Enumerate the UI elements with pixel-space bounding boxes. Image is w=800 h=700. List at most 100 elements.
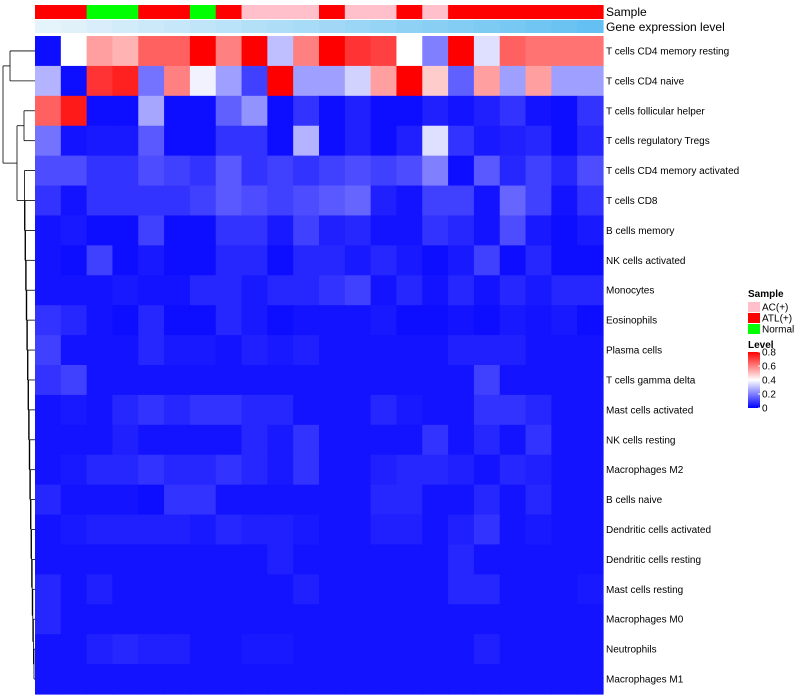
heatmap-cell (112, 394, 139, 426)
heatmap-cell (35, 185, 62, 217)
heatmap-cell (267, 335, 294, 366)
heatmap-cell (551, 185, 578, 217)
heatmap-cell (370, 394, 398, 426)
heatmap-cell (189, 125, 217, 157)
heatmap-cell (267, 215, 294, 246)
heatmap-cell (267, 604, 294, 635)
legend-sample-swatch (748, 302, 760, 312)
heatmap-cell (422, 215, 449, 246)
legend-level-tick-label: 0.2 (762, 390, 776, 401)
heatmap-cell (396, 574, 423, 605)
row-label: T cells follicular helper (606, 106, 705, 117)
heatmap-cell (473, 424, 501, 456)
heatmap-cell (189, 335, 217, 366)
heatmap-cell (370, 185, 398, 217)
heatmap-cell (241, 484, 268, 516)
heatmap-cell (215, 245, 243, 276)
heatmap-cell (551, 245, 578, 276)
annotation-cell-gene-level (241, 20, 268, 33)
heatmap-cell (396, 215, 423, 246)
heatmap-cell (60, 574, 88, 605)
heatmap-cell (577, 574, 604, 605)
heatmap-cell (293, 574, 320, 605)
heatmap-cell (267, 36, 294, 67)
annotation-cell-gene-level (370, 20, 398, 33)
legend-level-title: Level (748, 340, 774, 351)
heatmap-cell (138, 424, 165, 456)
annotation-cell-sample (525, 5, 552, 19)
heatmap-cell (577, 604, 604, 635)
heatmap-cell (344, 604, 372, 635)
heatmap-cell (577, 634, 604, 665)
heatmap-cell (60, 155, 88, 187)
heatmap-cell (86, 95, 114, 127)
legend: Sample AC(+)ATL(+)Normal Level 0.8 0.6 0.4… (748, 289, 794, 415)
heatmap-cell (577, 394, 604, 426)
row-label: NK cells activated (606, 256, 685, 267)
heatmap-cell (473, 275, 501, 306)
heatmap-cell (35, 424, 62, 456)
heatmap-cell (551, 155, 578, 187)
annotation-cell-sample (60, 5, 88, 19)
row-label: Macrophages M1 (606, 675, 684, 686)
heatmap-cell (319, 275, 346, 306)
heatmap-cell (112, 155, 139, 187)
annotation-cell-gene-level (189, 20, 217, 33)
heatmap-cell (189, 245, 217, 276)
heatmap-cell (60, 424, 88, 456)
heatmap-cell (138, 484, 165, 516)
heatmap-cell (499, 394, 527, 426)
row-label: Macrophages M0 (606, 615, 684, 626)
heatmap-cell (60, 275, 88, 306)
heatmap-cell (344, 95, 372, 127)
heatmap-cell (344, 664, 372, 695)
heatmap-cell (525, 245, 552, 276)
row-labels: T cells CD4 memory resting T cells CD4 na… (606, 46, 739, 685)
heatmap-cell (370, 65, 398, 97)
annotation-cell-gene-level (164, 20, 191, 33)
heatmap-cell (525, 185, 552, 217)
heatmap-cell (241, 514, 268, 546)
heatmap-cell (473, 95, 501, 127)
heatmap-cell (525, 275, 552, 306)
heatmap-cell (448, 544, 475, 575)
annotation-cell-sample (164, 5, 191, 19)
heatmap-cell (525, 394, 552, 426)
heatmap-cell (112, 36, 139, 67)
annotation-cell-gene-level (112, 20, 139, 33)
heatmap-cell (293, 155, 320, 187)
heatmap-cell (577, 544, 604, 575)
row-label: Dendritic cells activated (606, 525, 711, 536)
heatmap-cell (422, 664, 449, 695)
heatmap-cell (138, 215, 165, 246)
heatmap-cell (422, 394, 449, 426)
heatmap-cell (164, 634, 191, 665)
legend-level-ticks: 0.8 0.6 0.4 0.2 0 (758, 348, 776, 415)
annotation-cell-gene-level (60, 20, 88, 33)
heatmap-cell (138, 574, 165, 605)
heatmap-cell (319, 604, 346, 635)
heatmap-cell (60, 514, 88, 546)
heatmap-cell (473, 125, 501, 157)
heatmap-cell (112, 305, 139, 336)
heatmap-cell (396, 185, 423, 217)
heatmap-cell (86, 634, 114, 665)
heatmap-cell (448, 245, 475, 276)
heatmap-cell (370, 574, 398, 605)
heatmap-cell (448, 664, 475, 695)
heatmap-cell (189, 36, 217, 67)
heatmap-cell (112, 65, 139, 97)
heatmap-cell (319, 574, 346, 605)
heatmap-cell (35, 484, 62, 516)
heatmap-cell (499, 365, 527, 396)
heatmap-cell (241, 65, 268, 97)
heatmap-cell (319, 544, 346, 575)
heatmap-cell (344, 275, 372, 306)
heatmap-cell (35, 544, 62, 575)
heatmap-cell (319, 484, 346, 516)
heatmap-cell (370, 544, 398, 575)
heatmap-cell (189, 305, 217, 336)
heatmap-cell (86, 65, 114, 97)
heatmap-cell (293, 394, 320, 426)
